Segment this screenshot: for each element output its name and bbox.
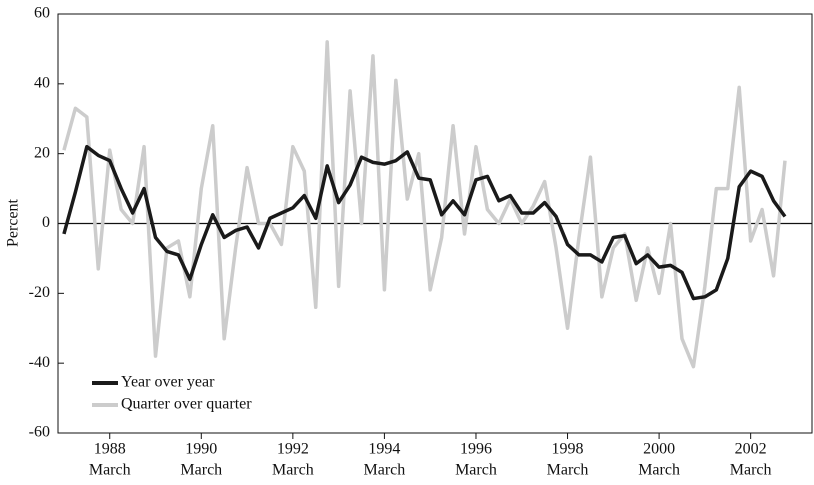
x-tick-label: 2000 [643,441,675,458]
x-tick-sublabel: March [364,462,406,479]
legend-label: Quarter over quarter [121,396,252,413]
y-tick-label: -60 [29,424,50,441]
y-tick-label: -40 [29,354,50,371]
x-tick-sublabel: March [638,462,680,479]
y-tick-label: 20 [34,144,50,161]
x-tick-label: 1996 [460,441,492,458]
x-tick-label: 1992 [277,441,309,458]
series-line [62,144,787,301]
y-tick-label: -20 [29,284,50,301]
legend-label: Year over year [121,374,215,391]
series-line [62,40,787,369]
y-tick-label: 40 [34,75,50,92]
x-tick-label: 1998 [552,441,584,458]
x-tick-sublabel: March [547,462,589,479]
x-tick-label: 1990 [185,441,217,458]
x-tick-sublabel: March [272,462,314,479]
x-tick-sublabel: March [730,462,772,479]
x-tick-sublabel: March [180,462,222,479]
y-tick-label: 60 [34,5,50,22]
x-tick-label: 2002 [735,441,767,458]
plot-frame [57,13,813,434]
y-axis-label: Percent [5,198,22,247]
x-tick-label: 1994 [368,441,400,458]
x-tick-sublabel: March [89,462,131,479]
x-tick-label: 1988 [94,441,126,458]
y-tick-label: 0 [42,214,50,231]
x-tick-sublabel: March [455,462,497,479]
